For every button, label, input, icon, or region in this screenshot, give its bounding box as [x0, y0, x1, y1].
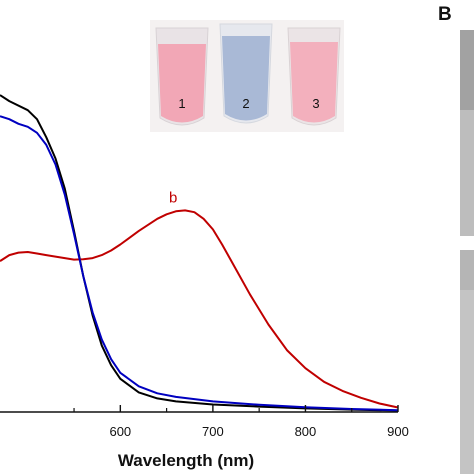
vial-3-number: 3 [312, 96, 319, 111]
micrograph-top-texture [460, 30, 474, 110]
vial-1: 1 [155, 27, 209, 126]
x-tick-label: 800 [295, 424, 317, 439]
panel-b: B [438, 4, 474, 474]
x-tick-label: 700 [202, 424, 224, 439]
vial-1-liquid [158, 44, 206, 123]
curve-label-b: b [169, 189, 177, 206]
micrograph-bottom-texture [460, 250, 474, 290]
series-layer [0, 94, 399, 412]
vial-3: 3 [287, 27, 341, 126]
panel-b-letter: B [438, 4, 452, 25]
micrograph-bottom [460, 250, 474, 474]
x-tick-label: 900 [387, 424, 409, 439]
x-axis-title: Wavelength (nm) [118, 451, 254, 470]
series-line-b [0, 209, 399, 409]
vial-2-liquid [222, 36, 270, 121]
plot-area: 600 700 800 900 b Wavelength (nm) [0, 94, 409, 470]
x-ticks: 600 700 800 900 [73, 405, 409, 439]
x-tick-label: 600 [109, 424, 131, 439]
series-line-c [0, 115, 399, 412]
vial-3-liquid [290, 42, 338, 123]
vial-inset: 1 2 3 [150, 20, 344, 132]
vial-2-number: 2 [242, 96, 249, 111]
vial-1-number: 1 [178, 96, 185, 111]
vial-2: 2 [219, 23, 273, 124]
series-line-a [0, 94, 399, 412]
